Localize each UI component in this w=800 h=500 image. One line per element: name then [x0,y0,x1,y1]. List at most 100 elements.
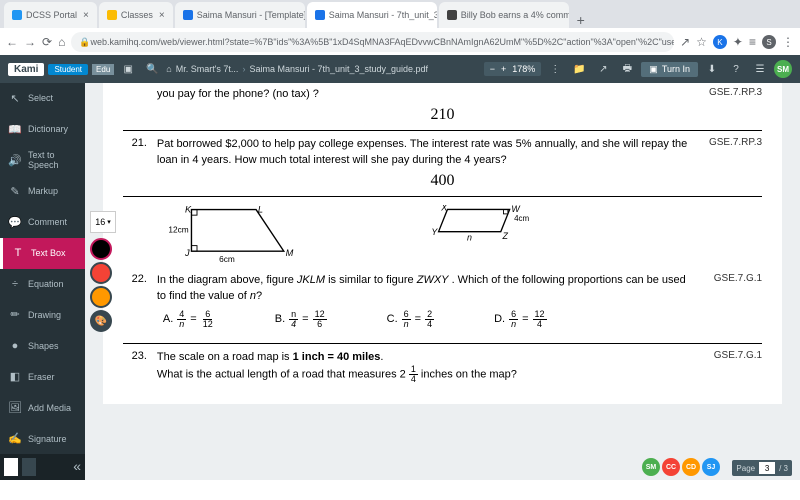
q22-choices: A. 4n = 612 B. n4 = 126 C. 6n = 24 D. 6n = … [163,310,762,329]
browser-tab[interactable]: Saima Mansuri - 7th_unit_3_st× [307,2,437,28]
collapse-icon[interactable]: « [73,458,81,476]
sidebar-item-label: Text to Speech [28,150,77,170]
sidebar-item-text-box[interactable]: TText Box [0,238,85,269]
choice-a[interactable]: A. 4n = 612 [163,310,215,329]
url-text: web.kamihq.com/web/viewer.html?state=%7B… [91,37,675,47]
new-tab-button[interactable]: + [571,12,591,28]
puzzle-icon[interactable]: ✦ [733,35,743,49]
turn-in-button[interactable]: ▣ Turn In [641,62,698,77]
diagrams: K L J M 12cm 6cm X W Y Z 4cm [163,205,722,265]
sidebar-item-add-media[interactable]: 🖼Add Media [0,392,85,423]
q22-standard: GSE.7.G.1 [714,273,762,284]
home-button[interactable]: ⌂ [58,35,65,49]
svg-text:Y: Y [431,227,438,237]
zoom-in-button[interactable]: + [501,64,506,74]
hamburger-icon[interactable]: ☰ [752,61,768,77]
home-icon[interactable]: ⌂ [166,64,171,74]
print-icon[interactable]: 🖶 [619,61,635,77]
sidebar-item-label: Signature [28,434,67,444]
breadcrumb-2[interactable]: Saima Mansuri - 7th_unit_3_study_guide.p… [249,64,428,74]
svg-text:K: K [185,205,192,214]
sidebar-item-select[interactable]: ↖Select [0,83,85,114]
page-thumb[interactable] [4,458,18,476]
sidebar-item-label: Text Box [31,248,66,258]
sidebar-item-markup[interactable]: ✎Markup [0,176,85,207]
share-icon[interactable]: ↗ [595,61,611,77]
q21-answer[interactable]: 400 [123,172,762,190]
q23-text: The scale on a road map is 1 inch = 40 m… [157,350,696,384]
color-option[interactable] [90,286,112,308]
sidebar-item-label: Equation [28,279,64,289]
document-viewer[interactable]: you pay for the phone? (no tax) ? GSE.7.… [85,83,800,480]
equation-icon: ÷ [8,278,22,290]
choice-c[interactable]: C. 6n = 24 [387,310,434,329]
collaborator-badge[interactable]: CD [682,458,700,476]
browser-tab[interactable]: Saima Mansuri - [Template] Cl× [175,2,305,28]
svg-text:M: M [285,248,293,258]
reload-button[interactable]: ⟳ [42,35,52,49]
browser-tab[interactable]: Classes× [99,2,173,28]
page-input[interactable] [759,462,775,474]
text-to-speech-icon: 🔊 [8,154,22,167]
fontsize-selector[interactable]: 16 [90,211,116,233]
palette-button[interactable]: 🎨 [90,310,112,332]
q20-answer[interactable]: 210 [123,106,762,124]
download-icon[interactable]: ⬇ [704,61,720,77]
svg-text:Z: Z [501,231,508,241]
q23-num: 23. [123,350,147,362]
sidebar-item-shapes[interactable]: ●Shapes [0,330,85,361]
avatar[interactable]: SM [774,60,792,78]
profile-icon[interactable]: S [762,35,776,49]
divider [123,196,762,197]
color-option[interactable] [90,262,112,284]
menu-toggle-icon[interactable]: ▣ [120,61,136,77]
signature-icon: ✍ [8,432,22,445]
zoom-out-button[interactable]: − [490,64,495,74]
kami-logo[interactable]: Kami [8,63,44,76]
folder-icon[interactable]: 📁 [571,61,587,77]
sidebar-item-comment[interactable]: 💬Comment [0,207,85,238]
back-button[interactable]: ← [6,35,18,49]
kami-ext-icon[interactable]: K [713,35,727,49]
q21-standard: GSE.7.RP.3 [709,137,762,148]
sidebar-item-drawing[interactable]: ✏Drawing [0,299,85,330]
collaborator-badge[interactable]: SJ [702,458,720,476]
drawing-icon: ✏ [8,308,22,321]
collaborator-badge[interactable]: SM [642,458,660,476]
ext-icon[interactable]: ≡ [749,35,756,49]
q22-text: In the diagram above, figure JKLM is sim… [157,273,696,304]
sidebar-item-eraser[interactable]: ◧Eraser [0,361,85,392]
svg-text:12cm: 12cm [168,225,188,235]
q21-text: Pat borrowed $2,000 to help pay college … [157,137,691,168]
browser-tab[interactable]: DCSS Portal× [4,2,97,28]
sidebar-item-equation[interactable]: ÷ Equation [0,269,85,300]
search-icon[interactable]: 🔍 [144,61,160,77]
svg-text:n: n [467,233,472,243]
sidebar-item-text-to-speech[interactable]: 🔊 Text to Speech [0,145,85,176]
breadcrumb-1[interactable]: Mr. Smart's 7t... [176,64,239,74]
browser-tab[interactable]: Billy Bob earns a 4% commissi× [439,2,569,28]
page-thumb[interactable] [22,458,36,476]
sidebar-item-dictionary[interactable]: 📖Dictionary [0,114,85,145]
zoom-level[interactable]: 178% [512,64,535,74]
sidebar-item-label: Add Media [28,403,71,413]
choice-d[interactable]: D. 6n = 124 [494,310,546,329]
url-field[interactable]: 🔒 web.kamihq.com/web/viewer.html?state=%… [71,32,674,52]
color-option[interactable] [90,238,112,260]
choice-b[interactable]: B. n4 = 126 [275,310,327,329]
lock-icon: 🔒 [79,37,90,48]
page-total: / 3 [779,464,788,473]
trapezoid-jklm: K L J M 12cm 6cm [163,205,303,265]
forward-button[interactable]: → [24,35,36,49]
zoom-control: − + 178% [484,62,542,76]
sidebar-item-signature[interactable]: ✍ Signature [0,423,85,454]
q23-standard: GSE.7.G.1 [714,350,762,361]
star-icon[interactable]: ☆ [696,35,707,49]
collaborator-badge[interactable]: CC [662,458,680,476]
help-icon[interactable]: ? [728,61,744,77]
edu-badge: Edu [92,64,114,75]
page-label: Page [736,464,755,473]
menu-icon[interactable]: ⋮ [782,35,794,49]
share-icon[interactable]: ↗ [680,35,690,49]
svg-text:W: W [511,205,521,214]
